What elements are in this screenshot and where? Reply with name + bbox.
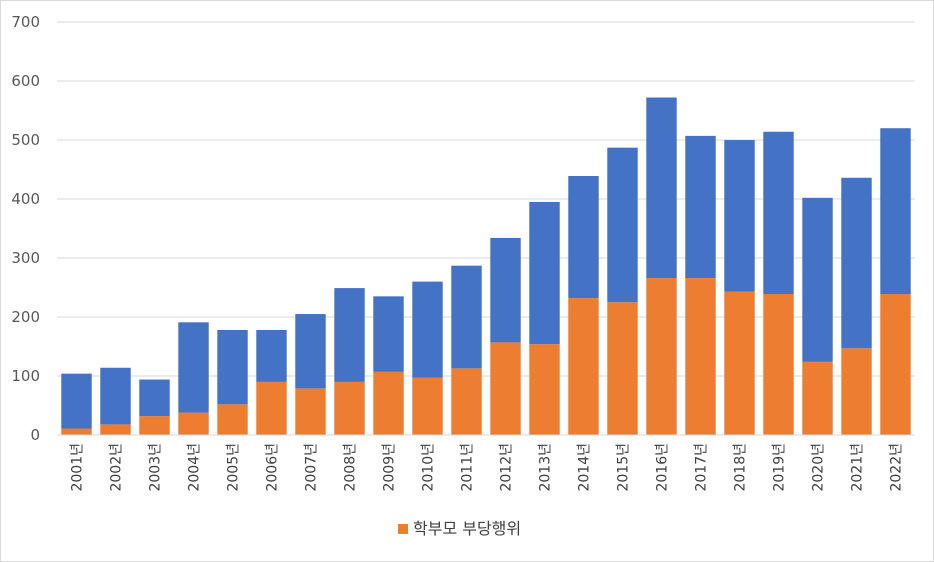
bar-blue <box>529 201 560 345</box>
bar-orange <box>451 368 482 435</box>
bar-blue <box>61 373 92 429</box>
bar-blue <box>724 140 755 292</box>
bar-blue <box>685 135 716 279</box>
bar-blue <box>256 329 287 382</box>
bar-orange <box>178 412 209 435</box>
legend-label: 학부모 부당행위 <box>413 519 521 538</box>
bar-blue <box>763 131 794 294</box>
y-tick-label: 300 <box>11 249 40 267</box>
bar-orange <box>841 348 872 435</box>
bar-orange <box>490 342 521 435</box>
x-tick-label: 2004년 <box>187 443 203 492</box>
bar-blue <box>490 237 521 343</box>
x-tick-label: 2021년 <box>850 443 866 492</box>
bar-orange <box>724 291 755 435</box>
y-tick-label: 600 <box>11 72 40 90</box>
bar-orange <box>607 302 638 435</box>
bar-orange <box>373 371 404 435</box>
bar-orange <box>880 293 911 435</box>
bar-orange <box>334 381 365 435</box>
x-tick-label: 2010년 <box>421 443 437 492</box>
x-tick-label: 2015년 <box>616 443 632 492</box>
x-tick-label: 2007년 <box>304 443 320 492</box>
x-tick-label: 2009년 <box>382 443 398 492</box>
x-tick-label: 2012년 <box>499 443 515 492</box>
x-tick-label: 2018년 <box>733 443 749 492</box>
y-tick-label: 400 <box>11 190 40 208</box>
x-tick-label: 2020년 <box>811 443 827 492</box>
bar-orange <box>139 416 170 435</box>
bar-blue <box>295 314 326 389</box>
bar-blue <box>646 97 677 279</box>
bar-blue <box>841 177 872 349</box>
bar-blue <box>139 379 170 417</box>
bar-orange <box>217 404 248 435</box>
legend-swatch-orange <box>398 524 408 534</box>
bar-orange <box>646 278 677 435</box>
bar-orange <box>256 381 287 435</box>
bar-orange <box>529 344 560 435</box>
x-tick-label: 2014년 <box>577 443 593 492</box>
bar-blue <box>880 128 911 294</box>
x-tick-label: 2003년 <box>148 443 164 492</box>
bar-orange <box>100 424 131 435</box>
x-tick-label: 2006년 <box>265 443 281 492</box>
y-tick-label: 700 <box>11 13 40 31</box>
bar-orange <box>802 361 833 435</box>
bar-blue <box>568 175 599 299</box>
x-tick-label: 2016년 <box>655 443 671 492</box>
x-tick-label: 2001년 <box>70 443 86 492</box>
bar-orange <box>568 298 599 435</box>
bar-blue <box>412 281 443 378</box>
x-tick-label: 2013년 <box>538 443 554 492</box>
bar-orange <box>685 278 716 435</box>
y-tick-label: 200 <box>11 308 40 326</box>
bar-orange <box>295 388 326 435</box>
bar-orange <box>763 293 794 435</box>
bar-blue <box>451 265 482 369</box>
bar-orange <box>61 428 92 435</box>
bar-blue <box>217 329 248 405</box>
bar-blue <box>607 147 638 303</box>
y-tick-label: 500 <box>11 131 40 149</box>
x-tick-label: 2008년 <box>343 443 359 492</box>
bar-orange <box>412 377 443 435</box>
bar-blue <box>100 367 131 425</box>
x-axis-ticks: 2001년 2002년 2003년 2004년 2005년 2006년 2007년 2008년… <box>70 443 905 492</box>
x-tick-label: 2005년 <box>226 443 242 492</box>
x-tick-label: 2019년 <box>772 443 788 492</box>
y-tick-label: 0 <box>30 426 40 444</box>
x-tick-label: 2011년 <box>460 443 476 492</box>
y-axis-ticks: 0 100 200 300 400 500 600 700 <box>11 13 40 444</box>
x-tick-label: 2022년 <box>889 443 905 492</box>
legend: 학부모 부당행위 <box>398 519 521 538</box>
bar-blue <box>373 296 404 372</box>
bar-blue <box>178 322 209 413</box>
y-tick-label: 100 <box>11 367 40 385</box>
x-tick-label: 2002년 <box>109 443 125 492</box>
bars <box>61 97 911 435</box>
bar-blue <box>334 288 365 382</box>
x-tick-label: 2017년 <box>694 443 710 492</box>
bar-blue <box>802 197 833 362</box>
